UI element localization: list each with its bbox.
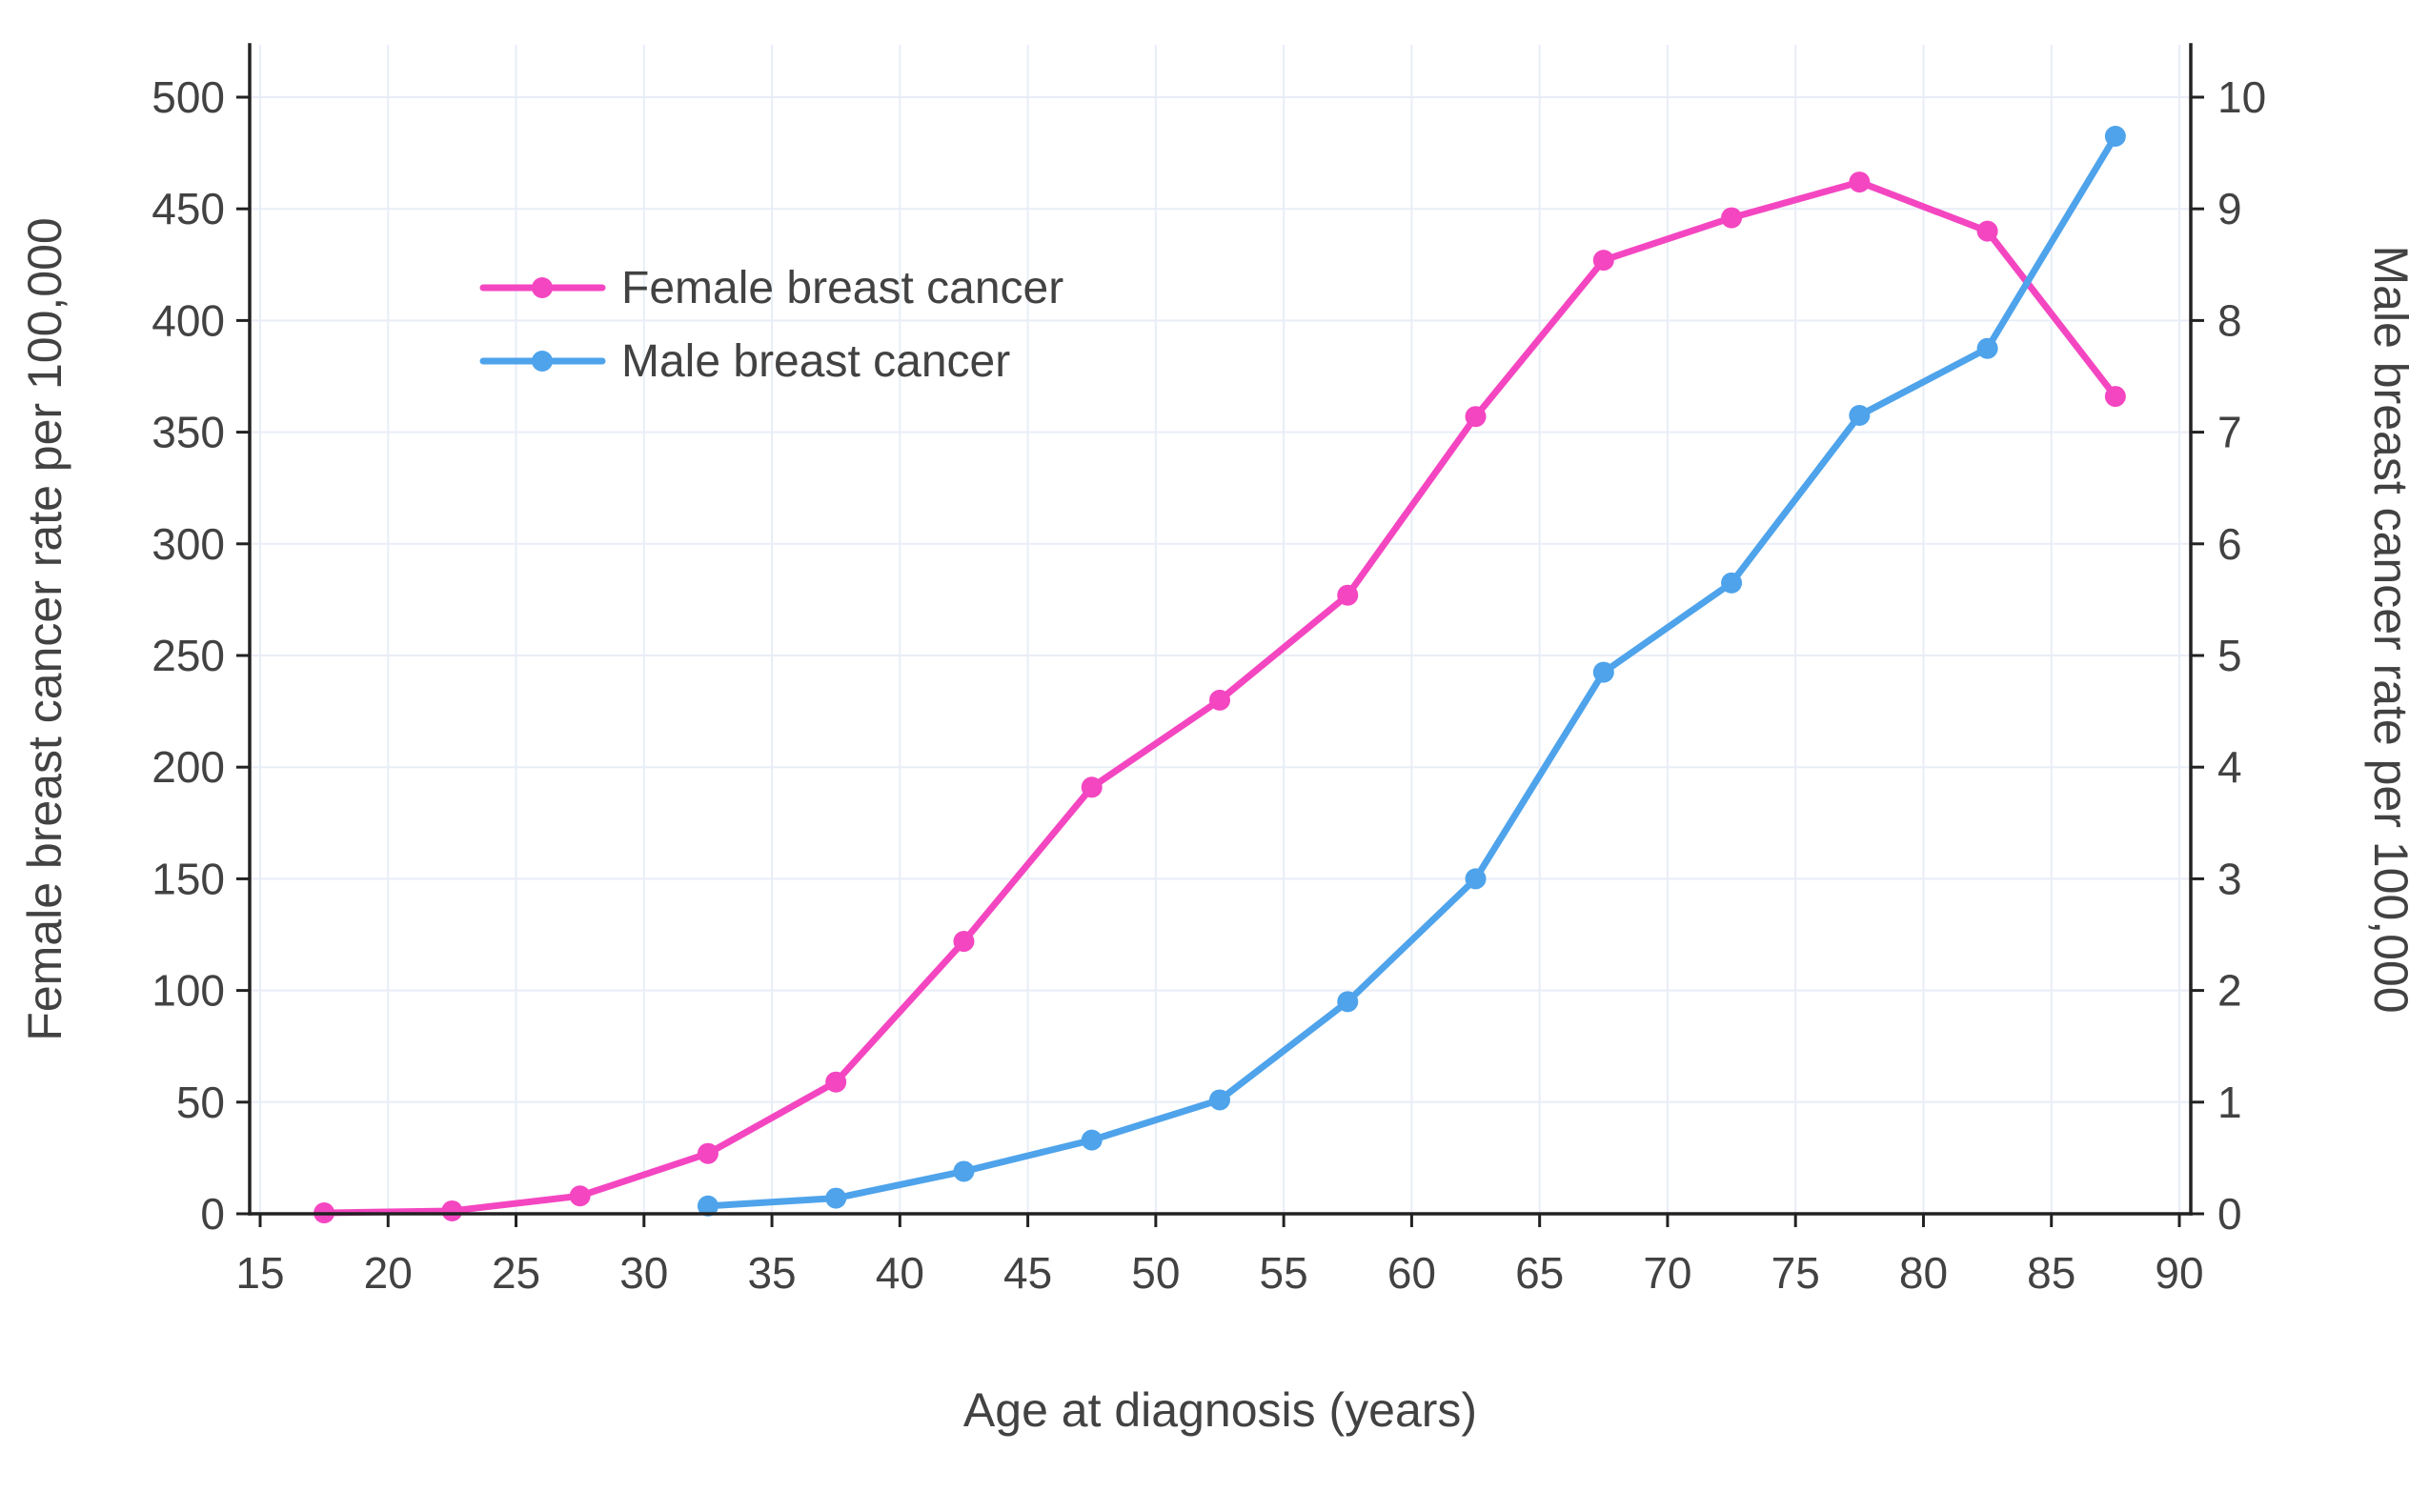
marker-female-breast-cancer[interactable]: [1337, 584, 1359, 606]
x-tick-label: 35: [747, 1248, 796, 1298]
x-tick-label: 50: [1131, 1248, 1180, 1298]
marker-female-breast-cancer[interactable]: [1081, 776, 1103, 798]
marker-female-breast-cancer[interactable]: [1976, 220, 1998, 242]
x-tick-label: 15: [235, 1248, 284, 1298]
marker-female-breast-cancer[interactable]: [2104, 386, 2126, 408]
y-left-tick-label: 50: [176, 1078, 225, 1127]
series-layer: [314, 126, 2126, 1224]
legend-marker-female-breast-cancer: [532, 277, 553, 298]
legend: Female breast cancer Male breast cancer: [479, 263, 1063, 387]
legend-label-male-breast-cancer: Male breast cancer: [621, 336, 1010, 387]
marker-female-breast-cancer[interactable]: [1721, 207, 1743, 229]
y-right-tick-label: 6: [2217, 519, 2242, 569]
marker-female-breast-cancer[interactable]: [569, 1185, 591, 1207]
marker-male-breast-cancer[interactable]: [1721, 572, 1743, 594]
x-tick-label: 20: [364, 1248, 413, 1298]
marker-male-breast-cancer[interactable]: [1849, 405, 1871, 427]
x-tick-label: 60: [1387, 1248, 1436, 1298]
axis-titles: Age at diagnosis (years) Female breast ca…: [18, 217, 2409, 1437]
marker-male-breast-cancer[interactable]: [825, 1187, 847, 1209]
right-y-axis-title: Male breast cancer rate per 100,000: [2364, 245, 2409, 1013]
y-left-tick-label: 400: [152, 295, 225, 345]
x-tick-label: 40: [876, 1248, 924, 1298]
tick-labels: 15 20 25 30 35 40 45 50 55 60 65 70 75 80 85 9005010015…: [152, 72, 2266, 1298]
marker-female-breast-cancer[interactable]: [1849, 171, 1871, 193]
marker-female-breast-cancer[interactable]: [1465, 406, 1487, 428]
y-left-tick-label: 100: [152, 966, 225, 1016]
x-tick-label: 85: [2027, 1248, 2075, 1298]
legend-item-male-breast-cancer[interactable]: Male breast cancer: [479, 336, 1010, 387]
x-tick-label: 90: [2155, 1248, 2203, 1298]
y-right-tick-label: 8: [2217, 295, 2242, 345]
marker-male-breast-cancer[interactable]: [1337, 991, 1359, 1013]
y-right-tick-label: 1: [2217, 1078, 2242, 1127]
x-tick-label: 80: [1899, 1248, 1948, 1298]
y-left-tick-label: 0: [200, 1189, 225, 1239]
y-right-tick-label: 4: [2217, 742, 2242, 792]
marker-male-breast-cancer[interactable]: [1976, 337, 1998, 359]
marker-male-breast-cancer[interactable]: [1081, 1129, 1103, 1151]
y-left-tick-label: 200: [152, 742, 225, 792]
x-tick-label: 75: [1771, 1248, 1820, 1298]
marker-female-breast-cancer[interactable]: [1208, 689, 1230, 711]
y-left-tick-label: 350: [152, 408, 225, 457]
y-right-tick-label: 9: [2217, 184, 2242, 233]
y-right-tick-label: 0: [2217, 1189, 2242, 1239]
legend-marker-male-breast-cancer: [532, 351, 553, 372]
marker-male-breast-cancer[interactable]: [1208, 1089, 1230, 1111]
y-left-tick-label: 250: [152, 631, 225, 680]
line-male-breast-cancer: [704, 132, 2119, 1210]
y-right-tick-label: 10: [2217, 72, 2266, 122]
marker-male-breast-cancer[interactable]: [697, 1195, 719, 1217]
y-left-tick-label: 500: [152, 72, 225, 122]
legend-item-female-breast-cancer[interactable]: Female breast cancer: [479, 263, 1063, 313]
axes: [248, 43, 2193, 1216]
x-tick-label: 65: [1515, 1248, 1564, 1298]
marker-male-breast-cancer[interactable]: [1592, 661, 1614, 683]
gridlines: [250, 45, 2191, 1215]
y-right-tick-label: 2: [2217, 966, 2242, 1016]
tick-marks: [236, 95, 2204, 1227]
marker-male-breast-cancer[interactable]: [953, 1160, 975, 1182]
series-male-breast-cancer: [697, 126, 2126, 1217]
y-left-tick-label: 300: [152, 519, 225, 569]
legend-label-female-breast-cancer: Female breast cancer: [621, 263, 1063, 313]
x-tick-label: 45: [1003, 1248, 1052, 1298]
x-tick-label: 30: [619, 1248, 668, 1298]
series-female-breast-cancer: [314, 171, 2126, 1224]
y-left-tick-label: 450: [152, 184, 225, 233]
y-left-tick-label: 150: [152, 854, 225, 903]
marker-female-breast-cancer[interactable]: [953, 931, 975, 953]
marker-female-breast-cancer[interactable]: [441, 1200, 463, 1221]
x-axis-title: Age at diagnosis (years): [963, 1383, 1477, 1437]
marker-female-breast-cancer[interactable]: [825, 1071, 847, 1093]
marker-female-breast-cancer[interactable]: [697, 1142, 719, 1164]
left-y-axis-title: Female breast cancer rate per 100,000: [18, 217, 71, 1040]
marker-male-breast-cancer[interactable]: [2104, 126, 2126, 148]
x-tick-label: 55: [1260, 1248, 1308, 1298]
marker-male-breast-cancer[interactable]: [1465, 868, 1487, 890]
y-right-tick-label: 3: [2217, 854, 2242, 903]
y-right-tick-label: 5: [2217, 631, 2242, 680]
x-tick-label: 25: [492, 1248, 540, 1298]
x-tick-label: 70: [1643, 1248, 1691, 1298]
y-right-tick-label: 7: [2217, 408, 2242, 457]
marker-female-breast-cancer[interactable]: [1592, 250, 1614, 272]
